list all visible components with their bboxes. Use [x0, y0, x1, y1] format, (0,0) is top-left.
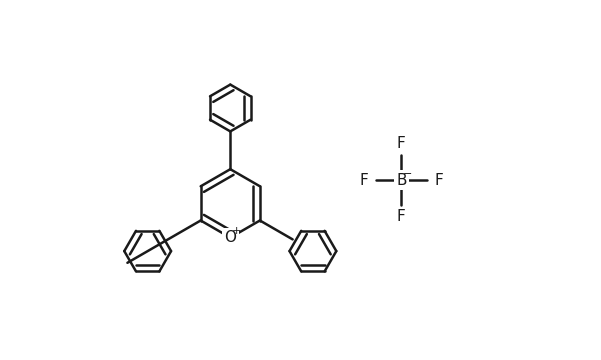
Text: F: F	[435, 172, 444, 188]
Text: F: F	[359, 172, 368, 188]
Text: B: B	[396, 172, 406, 188]
Text: +: +	[232, 226, 242, 236]
Text: F: F	[397, 208, 406, 224]
Text: O: O	[224, 230, 236, 245]
Text: −: −	[403, 168, 412, 179]
Text: F: F	[397, 136, 406, 152]
